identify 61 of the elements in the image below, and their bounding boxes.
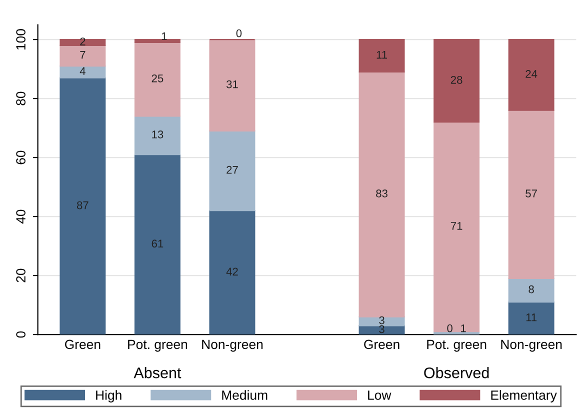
bar (358, 71, 405, 318)
data-label: 83 (376, 190, 388, 198)
bar (60, 66, 106, 78)
legend-label: Low (368, 390, 392, 400)
bar (434, 122, 480, 332)
data-label: 3 (379, 316, 384, 324)
bar (209, 210, 256, 335)
data-label: 71 (450, 222, 462, 230)
bar (434, 38, 480, 123)
bar (508, 278, 554, 303)
text: Absent (134, 367, 182, 378)
data-label: 87 (76, 201, 88, 210)
x-tick-label: Green (65, 340, 100, 350)
data-label: 42 (226, 268, 238, 276)
data-label: 4 (80, 67, 86, 75)
data-label: 7 (80, 50, 86, 59)
bar (134, 42, 180, 117)
bar (209, 130, 256, 212)
text: Observed (424, 367, 489, 378)
legend-label: Medium (222, 390, 268, 400)
data-label: 13 (152, 130, 164, 138)
data-label: 0 (236, 29, 242, 38)
y-tick-label: 40 (16, 210, 26, 224)
y-tick-label: 80 (16, 92, 26, 106)
x-tick-label: Pot. green (427, 340, 486, 352)
legend-label: High (96, 390, 122, 402)
bar (60, 77, 106, 335)
data-label: 61 (152, 240, 164, 248)
data-label: 57 (526, 190, 537, 198)
data-label: 1 (461, 324, 466, 332)
data-label: 0 (447, 324, 452, 332)
bar (508, 302, 554, 335)
data-label: 27 (226, 166, 238, 174)
data-label: 1 (162, 32, 167, 40)
data-label: 11 (526, 314, 537, 322)
data-label: 24 (526, 70, 538, 78)
bar (508, 38, 554, 111)
y-tick-label: 60 (16, 150, 26, 164)
x-tick-label: Non-green (501, 340, 562, 352)
data-label: 3 (379, 325, 384, 334)
bar (134, 116, 180, 156)
bar (134, 38, 180, 44)
data-label: 8 (528, 285, 534, 294)
data-label: 11 (376, 50, 388, 59)
legend-label: Elementary (491, 390, 557, 402)
y-tick-label: 0 (16, 331, 26, 338)
data-label: 28 (450, 76, 462, 84)
bar (508, 110, 554, 280)
data-label: 25 (152, 74, 164, 82)
x-tick-label: Green (364, 340, 400, 350)
bar (60, 44, 106, 67)
data-label: 2 (80, 38, 86, 46)
data-label: 31 (226, 80, 238, 88)
x-tick-label: Non-green (202, 340, 263, 352)
bar (134, 154, 180, 335)
y-tick-label: 100 (16, 29, 26, 50)
x-tick-label: Pot. green (128, 340, 188, 352)
y-tick-label: 20 (16, 268, 26, 282)
bar (209, 38, 256, 132)
bar (60, 38, 106, 46)
bar (358, 38, 405, 73)
